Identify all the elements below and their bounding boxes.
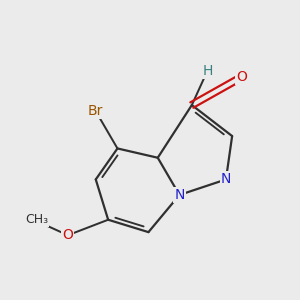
Text: N: N (221, 172, 231, 186)
Text: methoxy: methoxy (31, 219, 37, 220)
Text: H: H (202, 64, 212, 78)
Text: N: N (174, 188, 184, 202)
Text: CH₃: CH₃ (25, 213, 48, 226)
Text: Br: Br (88, 104, 103, 118)
Text: O: O (236, 70, 247, 84)
Text: O: O (62, 228, 73, 242)
